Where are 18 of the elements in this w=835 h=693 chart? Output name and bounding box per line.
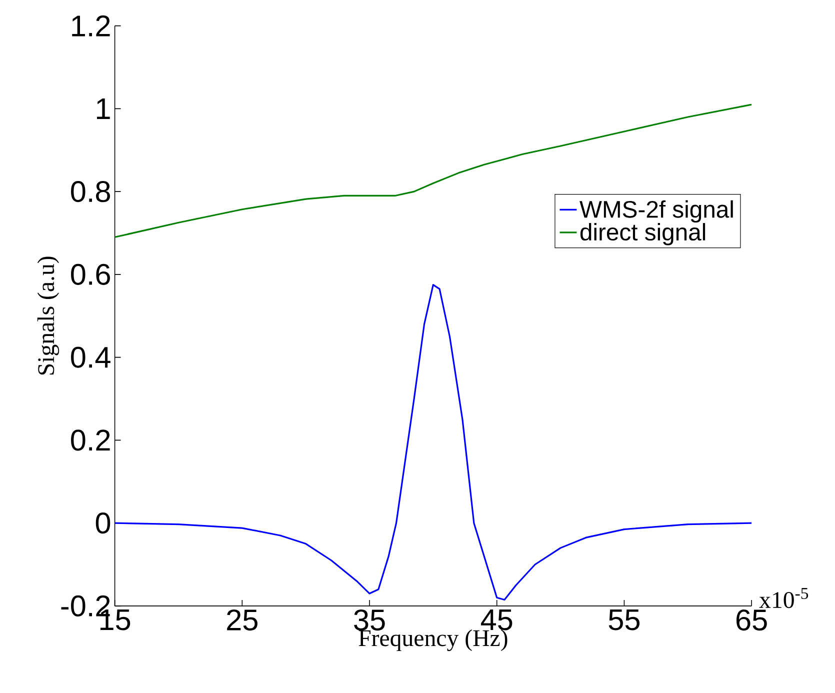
y-axis-title: Signals (a.u)	[37, 256, 60, 374]
y-tick-label: 0	[96, 512, 110, 534]
x-axis-title: Frequency (Hz)	[358, 629, 508, 651]
y-tick-label: 1.2	[72, 15, 110, 36]
text: x10$^{-5}$	[759, 588, 808, 608]
x-tick-label: 25	[227, 609, 258, 630]
y-tick-label: 0.2	[71, 429, 110, 451]
x-tick-label: 45	[480, 609, 512, 630]
x-tick-label: 55	[608, 609, 640, 630]
y-tick-label: 0.8	[71, 180, 110, 202]
y-tick-label: 0.4	[71, 346, 110, 368]
legend-label: direct signal	[580, 222, 706, 246]
legend-label: WMS-2f signal	[580, 200, 733, 222]
x-tick-label: 65	[736, 609, 767, 630]
y-tick-label: 1	[96, 98, 110, 119]
line-series	[114, 284, 752, 600]
y-tick-label: 0.6	[71, 264, 110, 285]
x-tick-label: 35	[354, 609, 385, 630]
